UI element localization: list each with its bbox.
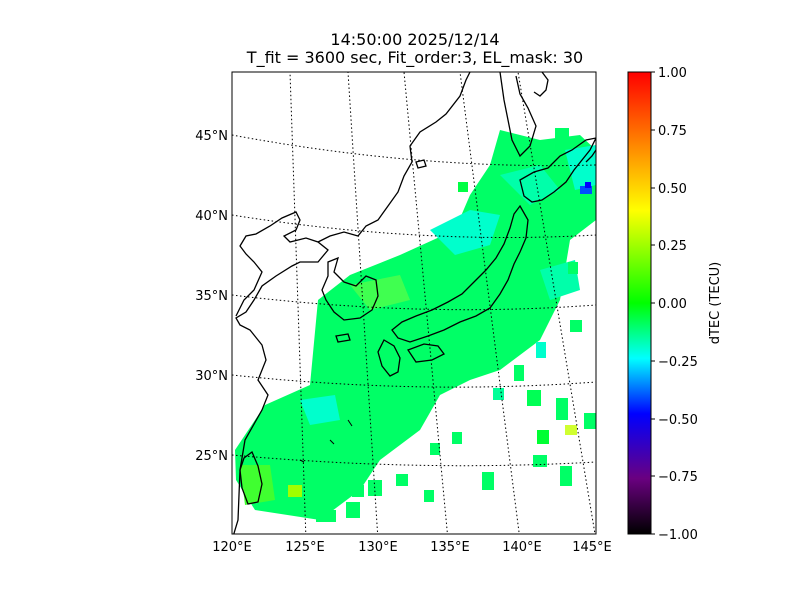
- colorbar-tick-8: −0.75: [658, 470, 698, 485]
- colorbar-tick-9: −1.00: [658, 528, 698, 543]
- coastline-shikoku: [407, 343, 445, 363]
- lat-tick-35: 35°N: [195, 289, 228, 304]
- lon-tick-120: 120°E: [212, 540, 252, 555]
- lat-tick-40: 40°N: [195, 209, 228, 224]
- parallel-25: [232, 454, 596, 467]
- colorbar-tick-7: −0.50: [658, 413, 698, 428]
- coastline-china-korea: [233, 211, 329, 534]
- colorbar-tick-1: 1.00: [658, 66, 687, 81]
- map-area: [232, 72, 596, 534]
- colorbar-tick-6: −0.25: [658, 355, 698, 370]
- coastline-russia-far-east: [499, 72, 537, 158]
- colorbar-tick-4: 0.25: [658, 239, 687, 254]
- colorbar-tick-marks: [651, 71, 655, 535]
- coastline-kuril: [585, 149, 596, 163]
- lat-tick-45: 45°N: [195, 129, 228, 144]
- coastline-jeju: [335, 333, 351, 343]
- coastline-sakhalin: [533, 72, 549, 97]
- colorbar-gradient: [627, 71, 652, 535]
- coastline-taiwan: [239, 450, 263, 505]
- colorbar-label: dTEC (TECU): [708, 262, 723, 345]
- coastline-kyushu: [377, 339, 401, 377]
- coastline-hokkaido: [519, 137, 596, 203]
- meridian-140: [459, 72, 520, 534]
- parallel-30: [232, 374, 596, 388]
- coastline-island-1: [415, 159, 427, 169]
- plot-title-line2: T_fit = 3600 sec, Fit_order:3, EL_mask: …: [246, 48, 584, 67]
- colorbar-tick-2: 0.75: [658, 124, 687, 139]
- colorbar: 1.00 0.75 0.50 0.25 0.00 −0.25 −0.50 −0.…: [627, 66, 723, 543]
- lon-tick-145: 145°E: [572, 540, 612, 555]
- lat-tick-25: 25°N: [195, 449, 228, 464]
- coastlines: [233, 72, 596, 534]
- coastline-korea: [321, 256, 379, 321]
- lon-tick-125: 125°E: [285, 540, 325, 555]
- graticule: [232, 72, 596, 534]
- lat-tick-30: 30°N: [195, 369, 228, 384]
- map-frame: [231, 71, 597, 535]
- lon-tick-140: 140°E: [502, 540, 542, 555]
- lon-tick-135: 135°E: [430, 540, 470, 555]
- coastline-honshu: [391, 204, 529, 343]
- colorbar-tick-5: 0.00: [658, 297, 687, 312]
- meridian-145: [517, 72, 596, 534]
- plot-title-line1: 14:50:00 2025/12/14: [330, 30, 500, 49]
- dtec-data-region: [235, 128, 596, 522]
- colorbar-tick-3: 0.50: [658, 182, 687, 197]
- parallel-35: [232, 294, 596, 311]
- coastline-northeast-asia: [317, 72, 471, 243]
- lon-tick-130: 130°E: [358, 540, 398, 555]
